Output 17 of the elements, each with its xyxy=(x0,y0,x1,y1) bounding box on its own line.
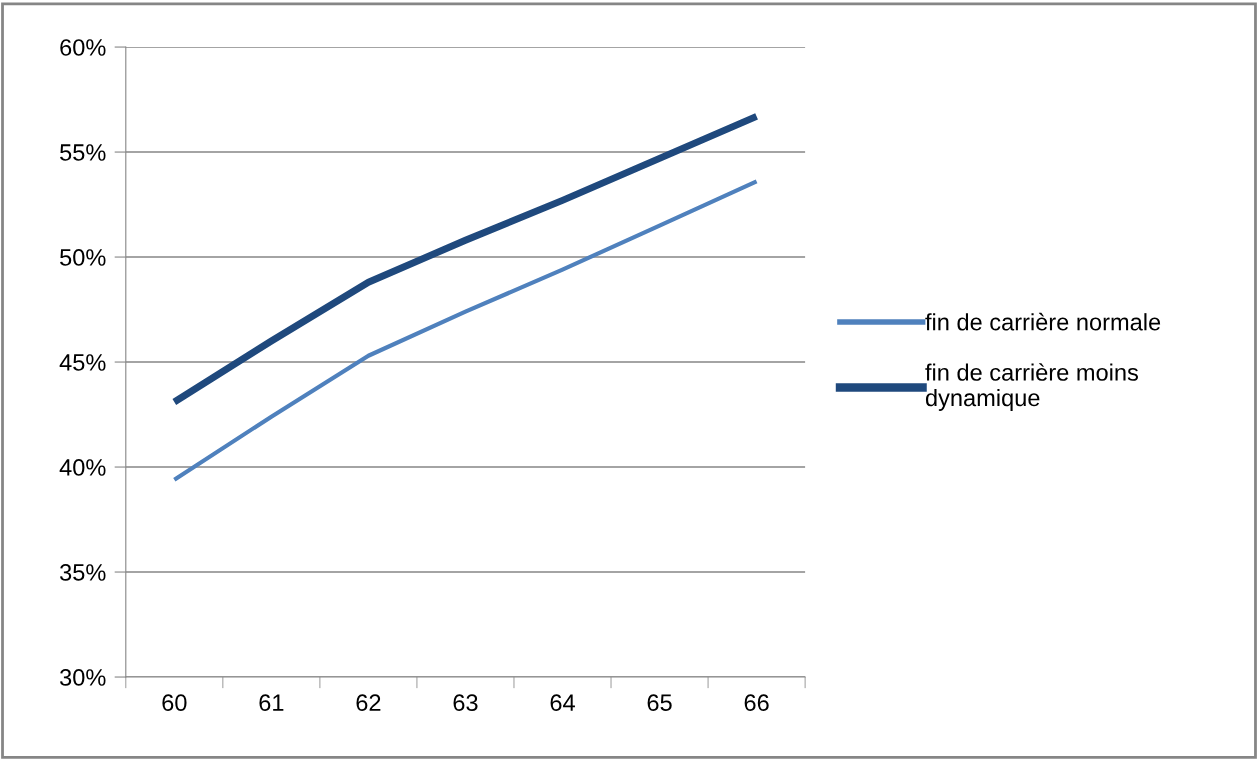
line-series xyxy=(172,179,759,482)
y-tick-label: 40% xyxy=(59,459,106,476)
legend-label: fin de carrière moins dynamique xyxy=(925,363,1138,411)
y-tick-label: 55% xyxy=(60,144,106,161)
y-tick-label: 45% xyxy=(59,354,106,371)
y-tick-label: 30% xyxy=(60,669,106,686)
x-tick-label: 63 xyxy=(453,694,478,712)
x-tick-label: 66 xyxy=(744,694,769,712)
x-tick-label: 60 xyxy=(162,694,187,712)
y-tick-label: 60% xyxy=(60,39,106,56)
legend-label: fin de carrière normale xyxy=(925,312,1161,331)
x-tick-label: 65 xyxy=(647,694,672,712)
x-tick-label: 62 xyxy=(356,694,381,712)
x-tick-label: 64 xyxy=(550,694,575,712)
y-tick-label: 35% xyxy=(60,564,106,581)
y-tick-label: 50% xyxy=(60,249,106,266)
x-tick-label: 61 xyxy=(259,694,284,712)
